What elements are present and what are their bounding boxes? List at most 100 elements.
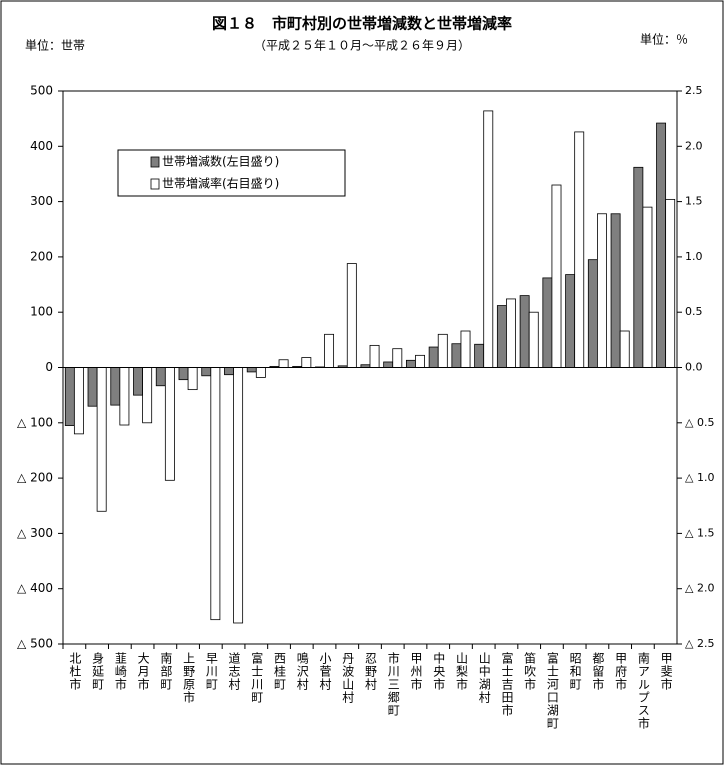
y-tick-label: 300 xyxy=(30,194,53,208)
x-tick-label: 甲斐市 xyxy=(659,652,673,691)
bar xyxy=(392,348,403,368)
x-tick-label: 丹波山村 xyxy=(341,652,355,704)
bar xyxy=(483,110,494,368)
bar xyxy=(496,305,507,368)
bar xyxy=(324,333,335,368)
y-tick-label: 500 xyxy=(30,84,53,98)
y2-tick-label: 0.0 xyxy=(685,361,703,374)
bar xyxy=(164,367,175,481)
bar xyxy=(542,277,553,368)
chart-title: 図１８ 市町村別の世帯増減数と世帯増減率 xyxy=(212,15,512,33)
x-tick-label: 北杜市 xyxy=(68,652,82,691)
bar xyxy=(187,367,198,391)
bar xyxy=(565,274,576,368)
bar xyxy=(665,198,676,368)
x-tick-label: 山中湖村 xyxy=(477,652,491,704)
bar xyxy=(574,131,585,368)
bar xyxy=(551,184,562,368)
y2-tick-label: △ 2.0 xyxy=(685,582,714,595)
y2-tick-label: 2.0 xyxy=(685,139,703,152)
legend-swatch xyxy=(150,178,160,190)
x-tick-label: 市川三郷町 xyxy=(386,651,400,717)
bar xyxy=(96,367,107,512)
bar xyxy=(405,359,416,368)
chart-subtitle: （平成２５年１０月～平成２６年９月） xyxy=(254,39,470,53)
y-tick-label: 100 xyxy=(30,305,53,319)
bar xyxy=(255,367,266,378)
x-tick-label: 都留市 xyxy=(591,652,605,691)
bar xyxy=(528,311,539,368)
x-tick-label: 西桂町 xyxy=(273,652,287,691)
bar xyxy=(415,354,425,368)
y2-unit: 単位：％ xyxy=(640,32,688,47)
bar xyxy=(383,361,394,368)
x-tick-label: 笛吹市 xyxy=(523,651,537,691)
bar xyxy=(369,344,380,368)
bar xyxy=(519,295,530,368)
bar xyxy=(428,346,439,368)
y2-tick-label: 2.5 xyxy=(685,84,703,97)
bar xyxy=(178,367,189,381)
y-tick-label: 400 xyxy=(30,139,53,153)
y-tick-label: 200 xyxy=(30,249,53,263)
x-tick-label: 大月市 xyxy=(136,652,150,691)
bar xyxy=(142,367,153,424)
y-tick-label: △ 100 xyxy=(17,415,53,429)
x-tick-label: 昭和町 xyxy=(568,652,582,691)
x-tick-label: 早川町 xyxy=(204,652,218,691)
y2-tick-label: △ 1.5 xyxy=(685,526,714,539)
bar xyxy=(451,343,462,368)
bar xyxy=(597,213,607,368)
x-tick-label: 鳴沢村 xyxy=(295,652,309,691)
bar xyxy=(656,122,667,368)
y2-tick-label: △ 0.5 xyxy=(685,416,714,429)
x-tick-label: 南アルプス市 xyxy=(636,651,650,730)
bar xyxy=(201,367,212,377)
bar xyxy=(110,367,121,406)
bar xyxy=(155,367,166,387)
bar xyxy=(64,367,75,426)
bar xyxy=(73,367,84,435)
y-tick-label: △ 400 xyxy=(17,581,53,595)
x-tick-label: 富士川町 xyxy=(250,651,264,704)
bar xyxy=(460,330,471,368)
bar xyxy=(506,298,516,368)
bar xyxy=(633,166,644,368)
x-tick-label: 小菅村 xyxy=(318,652,332,691)
bar xyxy=(610,213,621,368)
bar xyxy=(87,367,98,407)
y-tick-label: △ 300 xyxy=(17,526,53,540)
legend-label: 世帯増減数(左目盛り) xyxy=(162,154,279,169)
y2-tick-label: 0.5 xyxy=(685,305,703,318)
bar xyxy=(437,333,448,368)
bar xyxy=(301,357,312,368)
x-tick-label: 山梨市 xyxy=(454,652,468,691)
x-tick-label: 甲州市 xyxy=(409,652,423,691)
x-tick-label: 上野原市 xyxy=(182,652,196,704)
bar xyxy=(642,206,653,368)
x-tick-label: 忍野村 xyxy=(364,652,378,691)
x-tick-label: 南部町 xyxy=(159,651,173,691)
x-tick-label: 韮崎市 xyxy=(113,652,127,691)
bar xyxy=(278,359,289,368)
y2-tick-label: △ 1.0 xyxy=(685,471,714,484)
bar xyxy=(133,367,143,396)
y2-tick-label: 1.5 xyxy=(685,195,703,208)
x-tick-label: 富士吉田市 xyxy=(500,651,514,717)
x-tick-label: 甲府市 xyxy=(614,652,628,691)
legend-swatch xyxy=(150,156,160,168)
legend-label: 世帯増減率(右目盛り) xyxy=(162,176,279,191)
bar xyxy=(210,367,221,621)
bar xyxy=(587,259,598,368)
x-tick-label: 道志村 xyxy=(227,652,241,691)
bar xyxy=(619,330,630,368)
bar xyxy=(346,263,357,368)
x-tick-label: 富士河口湖町 xyxy=(545,651,559,730)
bar xyxy=(233,367,244,624)
y-tick-label: △ 500 xyxy=(17,637,53,651)
y-tick-label: △ 200 xyxy=(17,471,53,485)
x-tick-label: 中央市 xyxy=(432,651,446,691)
y-unit: 単位：世帯 xyxy=(25,38,85,53)
y2-tick-label: △ 2.5 xyxy=(685,637,714,650)
